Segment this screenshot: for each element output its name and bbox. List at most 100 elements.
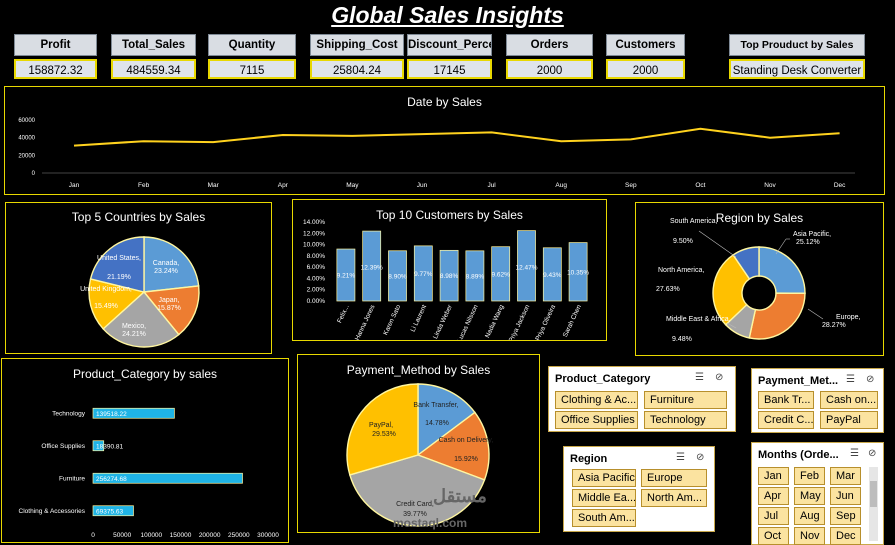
multi-select-icon[interactable]: ☰: [676, 452, 685, 463]
slicer-item[interactable]: Feb: [794, 467, 825, 485]
slicer-item[interactable]: Europe: [641, 469, 707, 487]
clear-filter-icon[interactable]: ⊘: [715, 372, 724, 383]
x-tick-label: Hanna Jones: [354, 303, 377, 340]
slicer-item[interactable]: Credit C...: [758, 411, 814, 429]
pie-slice: [142, 285, 200, 336]
y-tick-label: 20000: [18, 153, 35, 159]
slicer-item[interactable]: North Am...: [641, 489, 707, 507]
x-tick-label: Karen Sato: [382, 304, 402, 337]
slicer-item[interactable]: Jul: [758, 507, 789, 525]
x-tick-label: Sep: [625, 182, 637, 189]
pie-slice: [417, 383, 476, 457]
category-bar-chart[interactable]: Product_Category by sales Technology 1395…: [1, 358, 289, 543]
kpi-value: 2000: [506, 59, 593, 79]
bar-label: 8.98%: [440, 273, 459, 280]
slicer-item[interactable]: Jun: [830, 487, 861, 505]
y-tick-label: 8.00%: [307, 253, 326, 260]
slicer-item[interactable]: Mar: [830, 467, 861, 485]
customers-bar-plot: 14.00% 12.00% 10.00% 8.00% 6.00% 4.00% 2.00% 0.…: [303, 219, 589, 340]
slicer-title: Months (Orde...: [758, 449, 839, 461]
slicer-item[interactable]: Middle Ea...: [572, 489, 636, 507]
y-tick-label: 4.00%: [307, 275, 326, 282]
slicer-item[interactable]: Sep: [830, 507, 861, 525]
kpi-value: 2000: [606, 59, 685, 79]
x-tick-label: Jul: [487, 182, 496, 189]
bar: [336, 248, 356, 302]
slicer-scrollbar[interactable]: [869, 467, 878, 541]
region-donut-chart[interactable]: Region by Sales Asia Pacific, 25.12% Eur…: [635, 202, 884, 356]
bar: [517, 230, 536, 302]
x-tick-label: Feb: [138, 182, 150, 189]
slicer-item[interactable]: Dec: [830, 527, 861, 545]
slicer-item[interactable]: Apr: [758, 487, 789, 505]
kpi-value: 158872.32: [14, 59, 97, 79]
slice-label: North America,: [658, 267, 704, 274]
slicer-item[interactable]: Nov: [794, 527, 825, 545]
slicer-item[interactable]: PayPal: [820, 411, 878, 429]
kpi-label: Quantity: [208, 34, 296, 56]
slicer-item[interactable]: Office Supplies: [555, 411, 638, 429]
slicer-item[interactable]: Cash on...: [820, 391, 878, 409]
bar-label: 139518.22: [96, 411, 127, 418]
slice-pct: 29.53%: [372, 431, 396, 438]
kpi-label: Orders: [506, 34, 593, 56]
clear-filter-icon[interactable]: ⊘: [868, 448, 877, 459]
customers-bar-chart[interactable]: Top 10 Customers by Sales 14.00% 12.00% 10…: [292, 199, 607, 341]
slicer-item[interactable]: Jan: [758, 467, 789, 485]
slicer-item[interactable]: Bank Tr...: [758, 391, 814, 409]
x-tick-label: Jun: [417, 182, 428, 189]
pie-slice: [348, 454, 486, 527]
slicer-months[interactable]: Months (Orde... ☰ ⊘ Jan Feb Mar Apr May …: [751, 442, 884, 545]
pie-slice: [416, 411, 490, 481]
kpi-card-customers: Customers 2000: [606, 34, 685, 79]
slicer-item[interactable]: Clothing & Ac...: [555, 391, 638, 409]
bar: [439, 249, 459, 302]
multi-select-icon[interactable]: ☰: [695, 372, 704, 383]
slice-pct: 15.87%: [157, 305, 181, 312]
slicer-item[interactable]: May: [794, 487, 825, 505]
y-tick-label: 60000: [18, 118, 35, 124]
pie-slice: [758, 246, 806, 295]
payment-pie-plot: Bank Transfer, 14.78% Cash on Delivery, …: [346, 383, 494, 527]
multi-select-icon[interactable]: ☰: [850, 448, 859, 459]
scrollbar-thumb[interactable]: [870, 481, 877, 507]
y-tick-label: 12.00%: [303, 230, 325, 237]
chart-title: Payment_Method by Sales: [346, 363, 491, 377]
slice-pct: 27.63%: [656, 286, 680, 293]
date-sales-chart[interactable]: Date by Sales 60000 40000 20000 0 Jan Feb Mar…: [4, 86, 885, 195]
slice-pct: 28.27%: [822, 322, 846, 329]
slicer-product-category[interactable]: Product_Category ☰ ⊘ Clothing & Ac... Fu…: [548, 366, 736, 432]
payment-pie-chart[interactable]: Payment_Method by Sales Bank Transfer, 1…: [297, 354, 540, 533]
slice-label: PayPal,: [369, 422, 393, 429]
clear-filter-icon[interactable]: ⊘: [866, 374, 875, 385]
x-tick-label: May: [346, 182, 359, 189]
slice-label: Japan,: [158, 297, 179, 304]
bar-label: 12.39%: [361, 265, 383, 272]
pie-slice: [143, 236, 200, 293]
x-tick-label: Nadia Wang: [484, 304, 506, 340]
slicer-payment-method[interactable]: Payment_Met... ☰ ⊘ Bank Tr... Cash on...…: [751, 368, 884, 433]
clear-filter-icon[interactable]: ⊘: [696, 452, 705, 463]
slicer-item[interactable]: Technology: [644, 411, 727, 429]
slicer-region[interactable]: Region ☰ ⊘ Asia Pacific Europe Middle Ea…: [563, 446, 715, 532]
region-donut-plot: Asia Pacific, 25.12% Europe, 28.27% Midd…: [656, 218, 861, 343]
slicer-item[interactable]: Oct: [758, 527, 789, 545]
slicer-item[interactable]: Furniture: [644, 391, 727, 409]
slice-pct: 23.24%: [154, 268, 178, 275]
x-tick-label: Apr: [278, 182, 289, 189]
multi-select-icon[interactable]: ☰: [846, 374, 855, 385]
slicer-item[interactable]: Aug: [794, 507, 825, 525]
x-tick-label: Jan: [69, 182, 80, 189]
countries-pie-chart[interactable]: Top 5 Countries by Sales Canada, 23.24% …: [5, 202, 272, 354]
kpi-card-top-product: Top Prouduct by Sales Standing Desk Conv…: [729, 34, 865, 79]
slice-pct: 24.21%: [122, 331, 146, 338]
slice-pct: 39.77%: [403, 511, 427, 518]
y-tick-label: 40000: [18, 136, 35, 142]
slicer-item[interactable]: South Am...: [572, 509, 636, 527]
slicer-item[interactable]: Asia Pacific: [572, 469, 636, 487]
kpi-label: Customers: [606, 34, 685, 56]
slice-label: Cash on Delivery,: [439, 437, 494, 444]
slice-pct: 9.48%: [672, 336, 692, 343]
region-label-lines: [698, 230, 824, 329]
chart-title: Product_Category by sales: [72, 367, 218, 381]
